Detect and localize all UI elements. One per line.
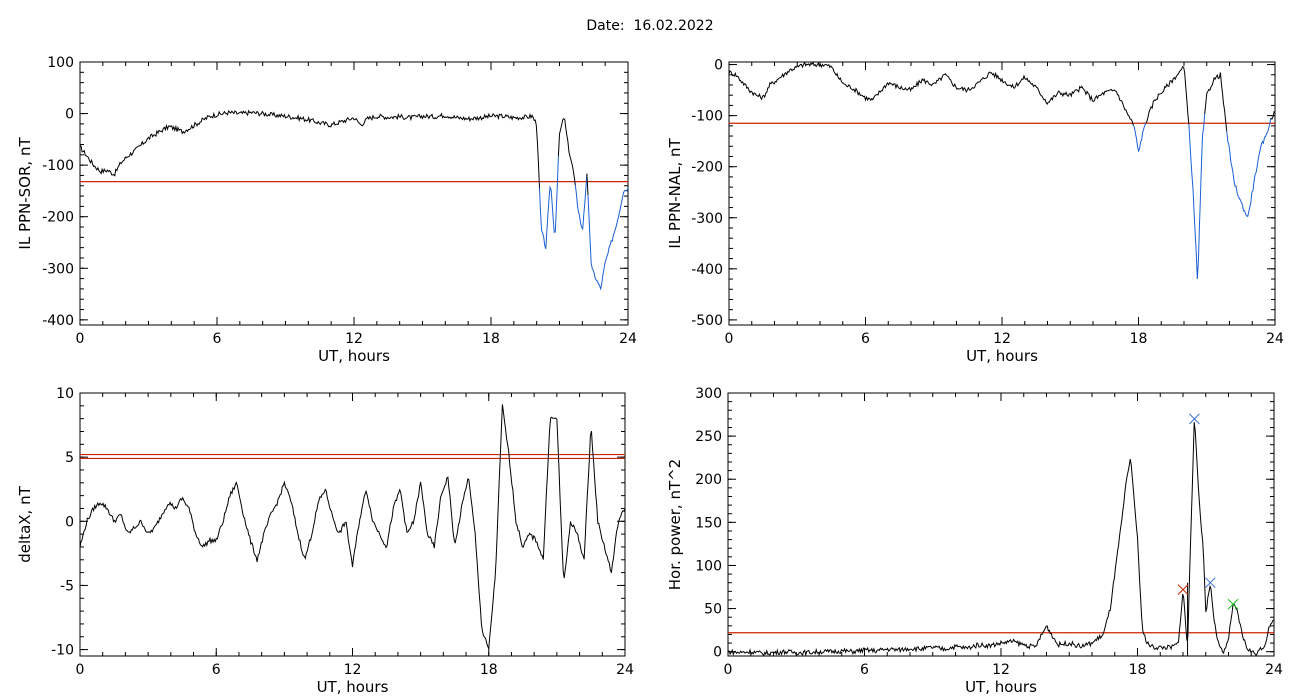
x-tick-label: 0 — [76, 662, 85, 678]
x-tick-label: 18 — [1129, 662, 1147, 678]
y-tick-label: 50 — [704, 602, 722, 618]
x-tick-label: 18 — [482, 331, 500, 347]
y-tick-label: 150 — [695, 515, 722, 531]
series-line-below-threshold — [539, 156, 559, 250]
x-axis-label: UT, hours — [966, 347, 1038, 365]
x-tick-label: 12 — [344, 662, 362, 678]
y-tick-label: -10 — [51, 643, 74, 659]
x-tick-label: 0 — [724, 662, 733, 678]
y-tick-label: -100 — [691, 109, 723, 125]
series-line — [728, 61, 1134, 126]
y-tick-label: -200 — [691, 160, 723, 176]
peak-marker — [1177, 584, 1189, 595]
chart-panel-il-ppn-nal: 0 6 12 18 24 -500 -400 -300 -200 -100 0 UT, hours IL… — [666, 58, 1284, 365]
peak-marker — [1204, 577, 1216, 589]
y-tick-label: -300 — [691, 211, 723, 227]
y-axis-label: Hor. power, nT^2 — [666, 459, 684, 590]
y-tick-label: -100 — [42, 158, 74, 174]
peak-marker — [1227, 598, 1239, 610]
plot-frame — [727, 392, 1275, 657]
y-tick-label: 0 — [714, 58, 723, 74]
x-tick-label: 6 — [860, 662, 869, 678]
series-line-below-threshold — [574, 173, 588, 231]
y-tick-label: 300 — [695, 386, 722, 402]
series-line — [1145, 65, 1190, 125]
chart-panel-hor-power: 0 6 12 18 24 0 50 100 150 200 250 300 UT, hours Hor. … — [666, 386, 1283, 696]
y-tick-label: -400 — [42, 313, 74, 329]
y-tick-label: 0 — [713, 645, 722, 661]
y-axis-label: deltaX, nT — [16, 485, 34, 562]
x-tick-label: 24 — [1265, 662, 1283, 678]
x-tick-label: 12 — [992, 662, 1010, 678]
series-line-below-threshold — [1132, 122, 1147, 153]
chart-panel-il-ppn-sor: 0 6 12 18 24 -400 -300 -200 -100 0 100 UT, hours IL … — [16, 55, 637, 365]
y-tick-label: -5 — [60, 578, 74, 594]
figure-title: Date: 16.02.2022 — [0, 18, 1300, 34]
y-tick-label: -300 — [42, 261, 74, 277]
x-axis-label: UT, hours — [318, 347, 390, 365]
series-line — [1204, 72, 1228, 132]
y-tick-label: 250 — [695, 429, 722, 445]
series-line-below-threshold — [587, 187, 629, 291]
y-tick-label: -500 — [691, 313, 723, 329]
chart-panel-deltax: 0 6 12 18 24 -10 -5 0 5 10 UT, hours deltaX, nT — [16, 386, 634, 696]
series-line — [727, 422, 1275, 657]
y-tick-label: -200 — [42, 210, 74, 226]
y-tick-label: -400 — [691, 262, 723, 278]
x-tick-label: 12 — [345, 331, 363, 347]
x-tick-label: 18 — [480, 662, 498, 678]
series-line — [79, 109, 540, 189]
x-tick-label: 18 — [1130, 331, 1148, 347]
plot-frame — [79, 61, 629, 326]
x-tick-label: 24 — [616, 662, 634, 678]
x-tick-label: 24 — [1266, 331, 1284, 347]
x-tick-label: 6 — [212, 662, 221, 678]
y-axis-label: IL PPN-NAL, nT — [666, 138, 684, 249]
x-axis-label: UT, hours — [965, 678, 1037, 696]
plot-frame — [79, 392, 626, 657]
y-tick-label: 0 — [65, 107, 74, 123]
x-tick-label: 0 — [725, 331, 734, 347]
y-tick-label: 200 — [695, 472, 722, 488]
series-line-below-threshold — [1226, 118, 1272, 218]
x-tick-label: 12 — [993, 331, 1011, 347]
series-line-below-threshold — [1188, 114, 1206, 280]
date-value: 16.02.2022 — [633, 18, 714, 34]
peak-marker — [1189, 413, 1200, 425]
x-axis-label: UT, hours — [317, 678, 389, 696]
series-line — [79, 404, 626, 650]
x-tick-label: 0 — [76, 331, 85, 347]
series-line — [586, 173, 589, 196]
x-tick-label: 6 — [861, 331, 870, 347]
y-axis-label: IL PPN-SOR, nT — [16, 137, 34, 250]
y-tick-label: 5 — [65, 450, 74, 466]
y-tick-label: 0 — [65, 514, 74, 530]
y-tick-label: 100 — [695, 558, 722, 574]
x-tick-label: 6 — [213, 331, 222, 347]
x-tick-label: 24 — [619, 331, 637, 347]
date-label: Date: — [586, 18, 625, 34]
series-line — [557, 118, 576, 186]
series-line — [1270, 110, 1276, 120]
y-tick-label: 100 — [47, 55, 74, 71]
y-tick-label: 10 — [56, 386, 74, 402]
